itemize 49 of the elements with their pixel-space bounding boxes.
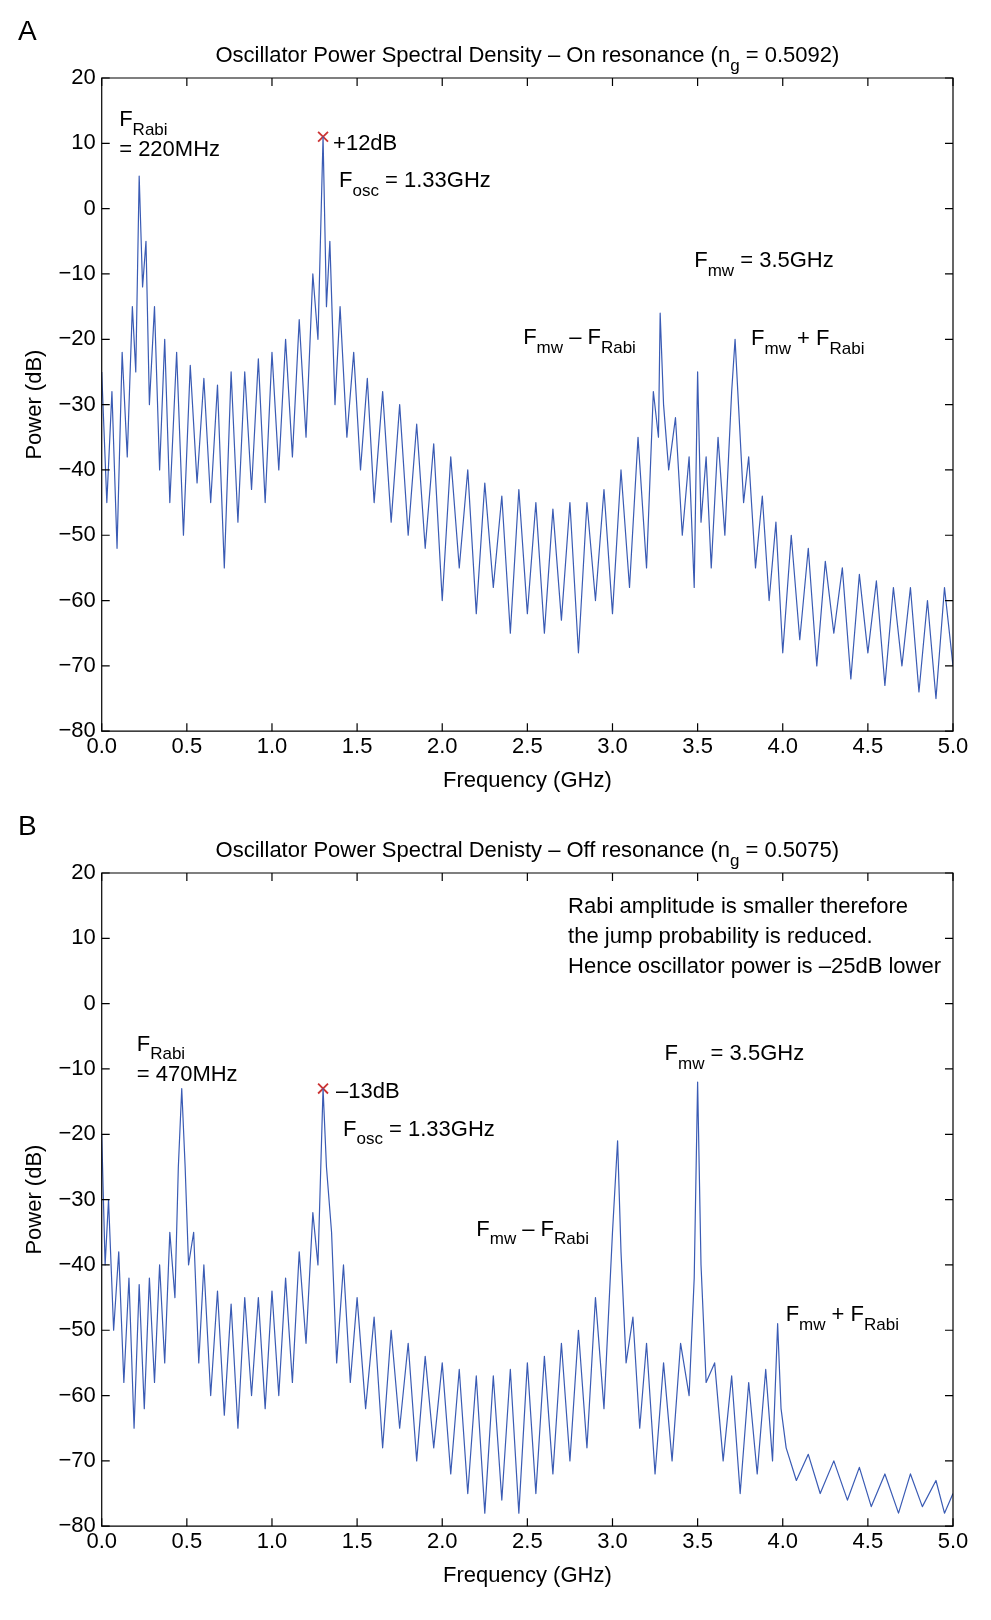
y-tick-label: 0 <box>83 989 96 1015</box>
x-axis-title: Frequency (GHz) <box>443 1561 612 1587</box>
x-tick-label: 2.0 <box>426 1528 458 1554</box>
y-tick-label: −50 <box>58 1316 96 1342</box>
y-tick-label: −70 <box>58 651 96 677</box>
x-tick-label: 3.5 <box>682 733 713 759</box>
y-tick-label: 20 <box>71 859 96 885</box>
x-tick-label: 1.5 <box>341 733 373 759</box>
x-tick-label: 3.5 <box>682 1528 713 1554</box>
x-tick-label: 5.0 <box>937 733 969 759</box>
x-tick-label: 4.5 <box>852 1528 884 1554</box>
y-tick-label: −20 <box>58 1120 96 1146</box>
y-tick-label: −40 <box>58 1250 96 1276</box>
x-tick-label: 4.0 <box>767 733 799 759</box>
x-tick-label: 0.5 <box>171 733 203 759</box>
x-tick-label: 4.0 <box>767 1528 799 1554</box>
y-tick-label: −50 <box>58 521 96 547</box>
y-tick-label: −30 <box>58 1185 96 1211</box>
y-tick-label: 10 <box>71 924 96 950</box>
y-tick-label: 0 <box>83 194 96 220</box>
text: B <box>18 810 37 841</box>
text: A <box>18 15 37 46</box>
x-tick-label: 2.5 <box>512 733 543 759</box>
annotation: –13dB <box>336 1077 400 1103</box>
annotation: +12dB <box>333 129 398 155</box>
y-tick-label: −70 <box>58 1446 96 1472</box>
x-tick-label: 0.5 <box>171 1528 203 1554</box>
x-tick-label: 3.0 <box>597 733 628 759</box>
x-tick-label: 3.0 <box>597 1528 628 1554</box>
y-tick-label: −30 <box>58 390 96 416</box>
x-tick-label: 1.5 <box>341 1528 373 1554</box>
y-tick-label: 20 <box>71 64 96 90</box>
y-tick-label: −10 <box>58 1055 96 1081</box>
x-tick-label: 1.0 <box>256 733 288 759</box>
y-axis-title: Power (dB) <box>21 349 47 460</box>
y-tick-label: 10 <box>71 129 96 155</box>
y-tick-label: −40 <box>58 455 96 481</box>
y-tick-label: −60 <box>58 1381 96 1407</box>
x-tick-label: 4.5 <box>852 733 884 759</box>
x-tick-label: 1.0 <box>256 1528 288 1554</box>
x-tick-label: 2.5 <box>512 1528 543 1554</box>
x-tick-label: 2.0 <box>426 733 458 759</box>
annotation: Rabi amplitude is smaller therefore the jump probability is reduced. Hence oscillator power is –25dB lower <box>568 893 942 978</box>
y-tick-label: −20 <box>58 325 96 351</box>
y-tick-label: −10 <box>58 260 96 286</box>
y-axis-title: Power (dB) <box>21 1144 47 1255</box>
y-tick-label: −60 <box>58 586 96 612</box>
x-tick-label: 5.0 <box>937 1528 969 1554</box>
x-axis-title: Frequency (GHz) <box>443 766 612 792</box>
